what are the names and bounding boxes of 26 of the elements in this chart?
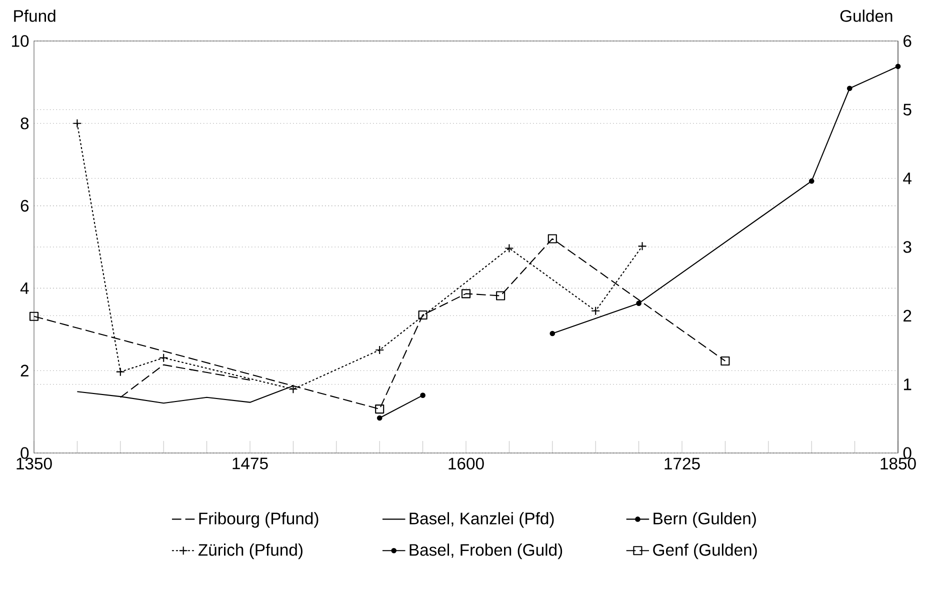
y2-tick-label: 0 [903, 447, 912, 459]
y-tick-label: 0 [20, 447, 29, 459]
y-axis-title: Pfund [14, 10, 56, 22]
y2-tick-label: 5 [903, 104, 912, 116]
y2-tick-label: 2 [904, 310, 912, 322]
y-tick-label: 8 [20, 118, 29, 130]
y-tick-label: 2 [20, 364, 28, 376]
legend-label: Basel, Kanzlei (Pfd) [410, 512, 554, 528]
x-tick-label: 1850 [880, 458, 916, 470]
x-tick-label: 1600 [448, 458, 484, 470]
y-tick-label: 10 [12, 35, 29, 47]
legend-label: Fribourg (Pfund) [199, 512, 318, 528]
legend-label: Zürich (Pfund) [198, 544, 302, 560]
y2-tick-label: 1 [904, 378, 912, 390]
x-tick-label: 1725 [664, 458, 700, 470]
y-tick-label: 4 [20, 282, 29, 294]
x-tick-label: 1350 [16, 458, 52, 470]
legend-label: Genf (Gulden) [653, 544, 757, 560]
legend-label: Bern (Gulden) [654, 512, 756, 528]
y2-tick-label: 6 [904, 35, 912, 47]
x-tick-label: 1475 [232, 458, 268, 470]
legend-label: Basel, Froben (Guld) [410, 544, 562, 560]
y2-tick-label: 4 [903, 172, 912, 184]
y-tick-label: 6 [20, 200, 29, 212]
y2-tick-label: 3 [903, 241, 912, 253]
y2-axis-title: Gulden [840, 10, 892, 22]
